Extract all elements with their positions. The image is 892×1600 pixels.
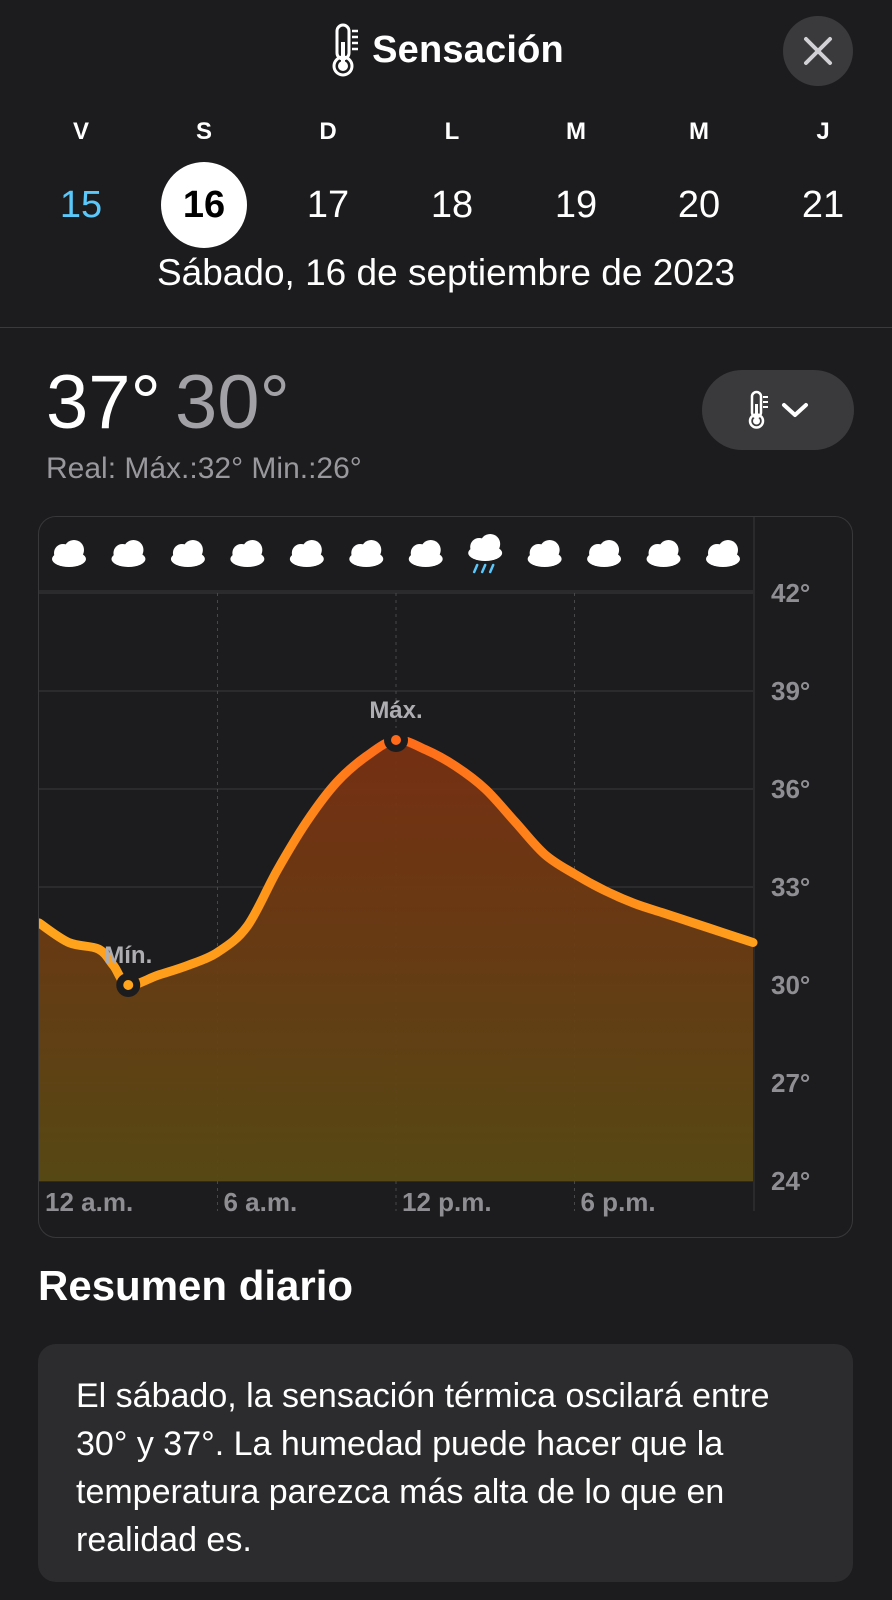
max-label: Máx. xyxy=(369,697,422,724)
cloud-icon xyxy=(646,540,681,567)
day-letter: J xyxy=(816,118,830,145)
cloud-icon xyxy=(527,540,562,567)
cloud-icon xyxy=(111,540,146,567)
y-tick-label: 30° xyxy=(771,970,810,1000)
cloud-icon xyxy=(408,540,443,567)
rain-drop xyxy=(480,563,487,574)
day-selector: V 15 S 16 D 17 L 18 M 19 M 20 J 21 xyxy=(0,112,892,252)
y-tick-label: 33° xyxy=(771,872,810,902)
page-title: Sensación xyxy=(372,28,564,71)
day-number[interactable]: 21 xyxy=(801,184,845,226)
cloud-icon xyxy=(289,540,324,567)
y-tick-label: 42° xyxy=(771,578,810,608)
day-number[interactable]: 18 xyxy=(430,184,474,226)
day-letter: M xyxy=(689,118,709,145)
cloud-shape xyxy=(301,540,322,560)
cloud-shape xyxy=(658,540,679,560)
max-marker xyxy=(391,735,401,745)
real-temperature: Real: Máx.:32° Min.:26° xyxy=(46,452,362,485)
feels-like-chart[interactable]: 42° 39° 36° 33° 30° 27° 24° 12 a.m. 6 a.m. 12 p.m… xyxy=(38,516,853,1238)
cloud-shape xyxy=(242,540,263,560)
close-icon xyxy=(804,37,832,65)
chevron-down-icon xyxy=(782,403,808,417)
summary-text: El sábado, la sensación térmica oscilará… xyxy=(76,1377,770,1559)
y-tick-label: 24° xyxy=(771,1166,810,1196)
x-tick-label: 12 a.m. xyxy=(45,1187,133,1217)
y-tick-label: 36° xyxy=(771,774,810,804)
summary-title: Resumen diario xyxy=(38,1262,354,1309)
cloud-shape xyxy=(420,540,441,560)
cloud-icon xyxy=(706,540,740,567)
day-wednesday[interactable]: M 20 xyxy=(649,112,749,248)
cloud-shape xyxy=(64,540,84,560)
cloud-shape xyxy=(718,540,738,560)
day-friday[interactable]: V 15 xyxy=(31,112,131,248)
summary-card: El sábado, la sensación térmica oscilará… xyxy=(38,1344,853,1582)
header: Sensación xyxy=(0,0,892,100)
rain-drop xyxy=(472,563,479,574)
cloud-icon xyxy=(349,540,384,567)
y-tick-label: 39° xyxy=(771,676,810,706)
x-tick-label: 6 p.m. xyxy=(581,1187,656,1217)
cloud-rain-icon xyxy=(468,534,503,574)
high-temperature: 37° xyxy=(46,360,161,445)
cloud-icon xyxy=(587,540,622,567)
chart-canvas: 42° 39° 36° 33° 30° 27° 24° 12 a.m. 6 a.m. 12 p.m… xyxy=(39,517,810,1217)
cloud-shape xyxy=(599,540,620,560)
day-tuesday[interactable]: M 19 xyxy=(526,112,626,248)
cloud-icon xyxy=(230,540,265,567)
cloud-shape xyxy=(182,540,203,560)
rain-drop xyxy=(488,563,495,574)
day-thursday[interactable]: J 21 xyxy=(773,112,873,248)
day-letter: M xyxy=(566,118,586,145)
temperature-range: 37° 30° xyxy=(46,358,290,448)
divider xyxy=(0,327,892,328)
day-letter: D xyxy=(319,118,337,145)
day-sunday[interactable]: D 17 xyxy=(278,112,378,248)
cloud-icon xyxy=(170,540,205,567)
cloud-shape xyxy=(480,534,501,554)
day-number[interactable]: 19 xyxy=(554,184,598,226)
x-tick-label: 6 a.m. xyxy=(224,1187,298,1217)
thermometer-icon xyxy=(332,23,359,77)
y-tick-label: 27° xyxy=(771,1068,810,1098)
low-temperature: 30° xyxy=(174,360,290,445)
day-saturday[interactable]: S 16 xyxy=(154,112,254,248)
close-button[interactable] xyxy=(783,16,853,86)
day-number[interactable]: 15 xyxy=(59,184,103,226)
cloud-shape xyxy=(123,540,144,560)
min-marker xyxy=(123,980,134,990)
day-number-selected[interactable]: 16 xyxy=(161,162,247,248)
cloud-shape xyxy=(361,540,382,560)
day-letter: V xyxy=(72,118,89,145)
x-tick-label: 12 p.m. xyxy=(402,1187,492,1217)
day-letter: S xyxy=(195,118,212,145)
cloud-icon xyxy=(52,540,86,567)
day-letter: L xyxy=(444,118,460,145)
day-monday[interactable]: L 18 xyxy=(402,112,502,248)
day-number[interactable]: 17 xyxy=(306,184,350,226)
cloud-shape xyxy=(539,540,560,560)
metric-selector-button[interactable] xyxy=(702,370,854,450)
feels-like-area xyxy=(39,739,753,1181)
day-number[interactable]: 20 xyxy=(677,184,721,226)
title: Sensación xyxy=(0,20,892,80)
min-label: Mín. xyxy=(104,942,152,969)
thermometer-icon xyxy=(748,390,768,429)
selected-date: Sábado, 16 de septiembre de 2023 xyxy=(156,252,736,293)
